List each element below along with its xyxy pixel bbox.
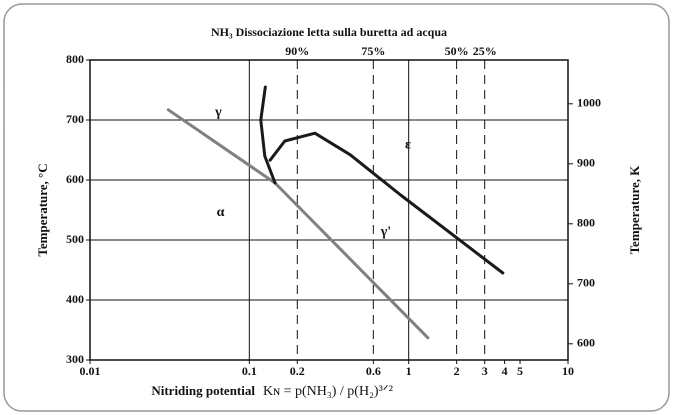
y-tick-label: 600 — [66, 172, 84, 186]
y-tick-label: 800 — [66, 52, 84, 66]
series-line — [268, 131, 505, 275]
x-tick-label: 3 — [482, 364, 488, 378]
annotation: γ — [214, 105, 222, 120]
y2-tick-label: 1000 — [577, 96, 601, 110]
y2-axis-label: Temperature, K — [627, 165, 642, 255]
y2-tick-label: 800 — [577, 216, 595, 230]
y2-tick-label: 900 — [577, 156, 595, 170]
x-tick-label: 1 — [406, 364, 412, 378]
annotation: ε — [405, 137, 411, 152]
y-tick-label: 700 — [66, 112, 84, 126]
x-tick-label: 4 — [502, 364, 508, 378]
plot-border — [89, 59, 569, 361]
chart-title: NH₃ Dissociazione letta sulla buretta ad… — [211, 25, 447, 39]
annotation: α — [217, 205, 225, 220]
top-tick-label: 90% — [285, 44, 309, 58]
series-line — [259, 85, 277, 185]
x-tick-label: 0.01 — [80, 364, 101, 378]
y-tick-label: 500 — [66, 232, 84, 246]
x-tick-label: 2 — [454, 364, 460, 378]
top-tick-label: 25% — [473, 44, 497, 58]
y2-tick-label: 600 — [577, 336, 595, 350]
annotation: γ' — [380, 224, 391, 239]
y-tick-label: 400 — [66, 292, 84, 306]
x-tick-label: 5 — [517, 364, 523, 378]
y-tick-label: 300 — [66, 352, 84, 366]
frame — [3, 3, 670, 412]
x-axis-formula: Kɴ = p(NH₃) / p(H₂)³ᐟ² — [263, 384, 393, 399]
top-tick-label: 75% — [361, 44, 385, 58]
top-tick-label: 50% — [445, 44, 469, 58]
y2-tick-label: 700 — [577, 276, 595, 290]
x-axis-label: Nitriding potential — [151, 383, 255, 398]
x-tick-label: 0.2 — [290, 364, 305, 378]
y-axis-label: Temperature, °C — [35, 163, 50, 256]
x-tick-label: 10 — [562, 364, 574, 378]
x-tick-label: 0.6 — [366, 364, 381, 378]
x-tick-label: 0.1 — [242, 364, 257, 378]
